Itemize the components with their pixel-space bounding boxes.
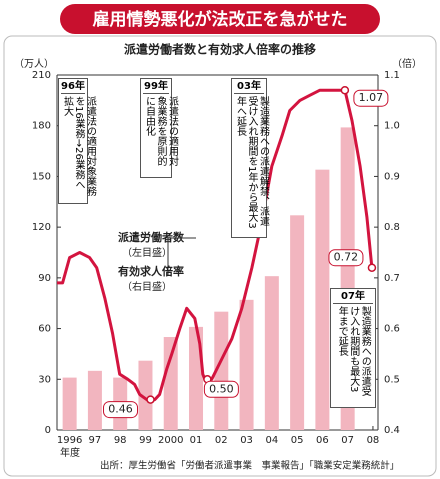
annotation-text: 製造業務への派遣受け入れ期間も最大3年まで延長 bbox=[336, 305, 371, 396]
bar bbox=[62, 377, 77, 430]
annotation-box: 99年 派遣法の適用対象業務を原則的に自由化 bbox=[140, 78, 178, 178]
y2-tick-label: 0.7 bbox=[384, 273, 400, 284]
annotation-year: 96年 bbox=[61, 81, 85, 94]
callout-box bbox=[103, 401, 139, 419]
annotation-box: 03年 製造業務への派遣解禁、派遣受け入れ期間を1年から最大3年へ延長 bbox=[231, 78, 269, 238]
bar bbox=[214, 311, 229, 430]
y-tick-label: 210 bbox=[32, 70, 51, 81]
x-tick-label: 2000 bbox=[158, 435, 183, 446]
callout-point bbox=[367, 263, 377, 272]
x-tick-label: 07 bbox=[341, 435, 354, 446]
y2-tick-label: 0.4 bbox=[384, 425, 400, 436]
legend-note: （左目盛） bbox=[122, 246, 172, 259]
callout-box bbox=[203, 380, 239, 398]
y-axis-label: （万人） bbox=[14, 58, 54, 70]
annotation-year: 99年 bbox=[143, 81, 169, 94]
x-tick-label: 03 bbox=[240, 435, 253, 446]
y-tick-label: 90 bbox=[38, 273, 51, 284]
y2-tick-label: 0.9 bbox=[384, 171, 400, 182]
legend-label: 派遣労働者数 bbox=[118, 230, 185, 244]
leader-line bbox=[167, 237, 196, 275]
x-tick-label: 97 bbox=[89, 435, 102, 446]
source: 出所：厚生労働省「労働者派遣事業 事業報告」「職業安定業務統計」 bbox=[100, 460, 399, 472]
y-tick-label: 60 bbox=[38, 324, 51, 335]
bar bbox=[239, 299, 254, 430]
annotation-text: 製造業務への派遣解禁、派遣受け入れ期間を1年から最大3年へ延長 bbox=[234, 95, 269, 229]
bar bbox=[138, 360, 153, 430]
x-tick-label: 05 bbox=[291, 435, 304, 446]
callout-label: 0.46 bbox=[108, 403, 133, 416]
x-unit: 年度 bbox=[60, 446, 80, 459]
bar bbox=[87, 370, 102, 430]
x-tick-label: 06 bbox=[316, 435, 329, 446]
y-tick-label: 0 bbox=[45, 425, 51, 436]
bar bbox=[163, 337, 178, 430]
x-tick-label: 01 bbox=[190, 435, 203, 446]
annotation-text: 派遣法の適用対象業務を16業務→26業務へ拡大 bbox=[61, 95, 96, 196]
y-tick-label: 180 bbox=[32, 121, 51, 132]
callout-label: 1.07 bbox=[359, 91, 384, 104]
bar bbox=[264, 276, 279, 430]
annotation-year: 07年 bbox=[333, 291, 373, 304]
annotation-box: 07年 製造業務への派遣受け入れ期間も最大3年まで延長 bbox=[330, 288, 376, 408]
y2-tick-label: 0.5 bbox=[384, 374, 400, 385]
callout-point bbox=[340, 85, 350, 95]
callout-point bbox=[146, 395, 155, 404]
y-tick-label: 150 bbox=[32, 171, 51, 182]
callout-box bbox=[353, 89, 389, 107]
chart-title: 雇用情勢悪化が法改正を急がせた bbox=[93, 9, 348, 30]
y-tick-label: 120 bbox=[32, 222, 51, 233]
y2-tick-label: 1.0 bbox=[384, 121, 400, 132]
callout-label: 0.50 bbox=[209, 382, 234, 395]
y2-tick-label: 1.1 bbox=[384, 70, 400, 81]
chart-subtitle: 派遣労働者数と有効求人倍率の推移 bbox=[124, 42, 316, 57]
x-tick-label: 04 bbox=[265, 435, 278, 446]
y2-tick-label: 0.6 bbox=[384, 324, 400, 335]
x-tick-label: 98 bbox=[114, 435, 127, 446]
line bbox=[57, 88, 374, 402]
annotation-box: 96年 派遣法の適用対象業務を16業務→26業務へ拡大 bbox=[58, 78, 96, 204]
y2-axis-label: （倍） bbox=[392, 57, 422, 70]
x-tick-label: 08 bbox=[367, 435, 380, 446]
y2-tick-label: 0.8 bbox=[384, 222, 400, 233]
callout-label: 0.72 bbox=[334, 251, 359, 264]
bar bbox=[315, 169, 330, 430]
x-tick-label: 02 bbox=[215, 435, 228, 446]
annotation-year: 03年 bbox=[234, 81, 264, 94]
x-tick-label: 1996 bbox=[57, 435, 82, 446]
title-banner bbox=[60, 4, 380, 34]
y-tick-label: 30 bbox=[38, 374, 51, 385]
x-tick-label: 99 bbox=[139, 435, 152, 446]
legend-note: （右目盛） bbox=[122, 280, 172, 293]
legend-label: 有効求人倍率 bbox=[118, 264, 184, 278]
annotation-text: 派遣法の適用対象業務を原則的に自由化 bbox=[143, 95, 178, 166]
callout-box bbox=[328, 249, 364, 267]
bar bbox=[290, 215, 305, 430]
